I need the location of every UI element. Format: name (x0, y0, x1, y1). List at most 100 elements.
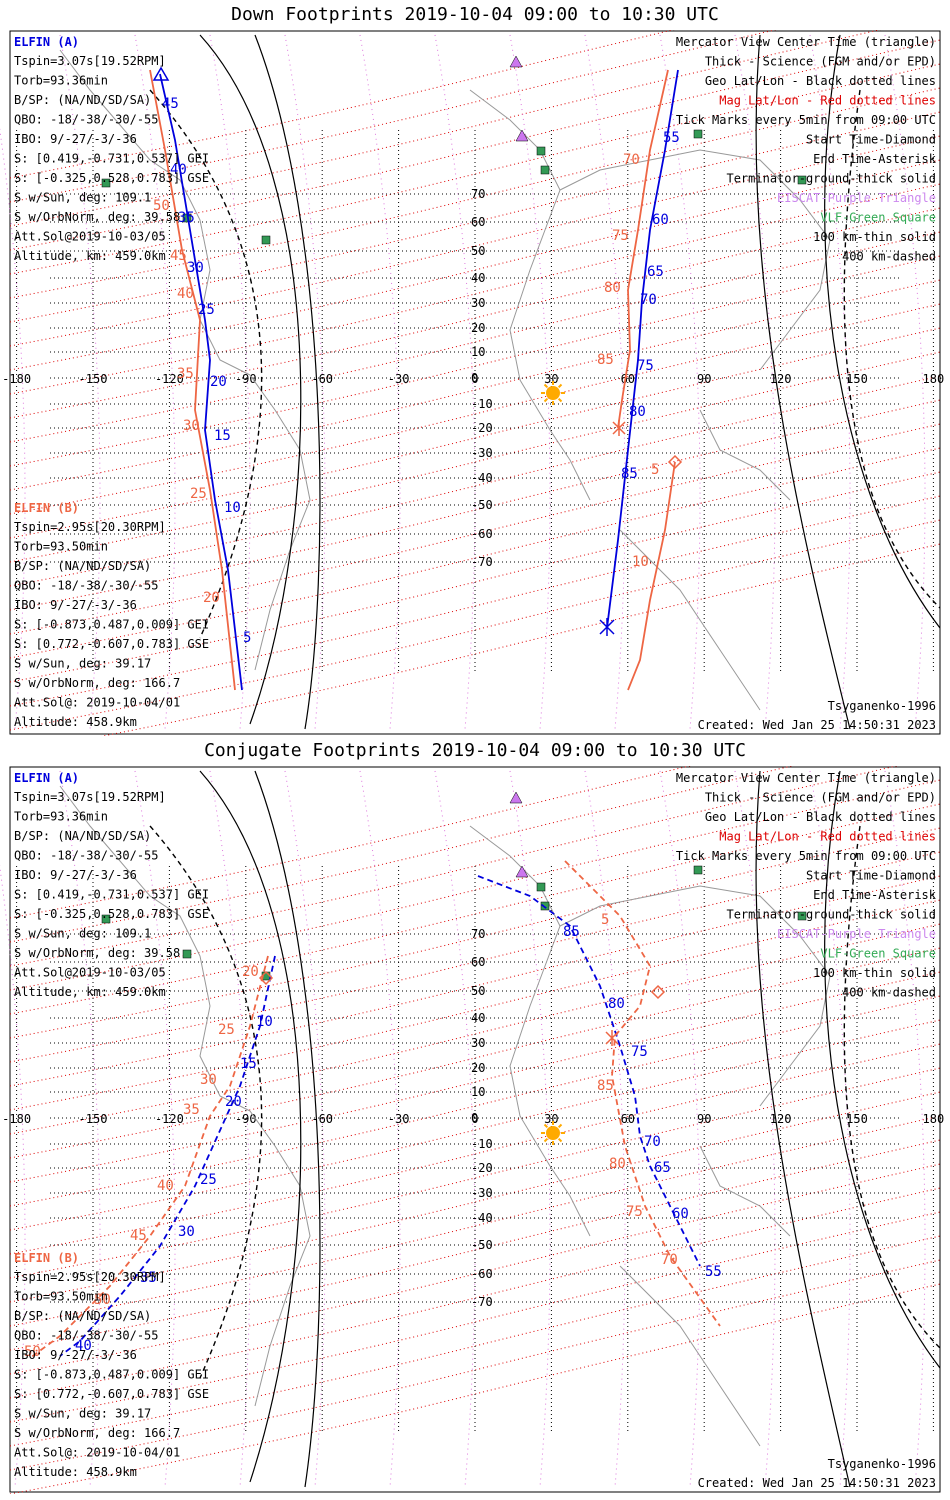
panel-title-conjugate: Conjugate Footprints 2019-10-04 09:00 to… (204, 740, 746, 761)
mag-lat-line (9, 471, 941, 683)
elfin-b-info-line: S: [0.772,-0.607,0.783] GSE (14, 1387, 209, 1401)
legend-entry: Mercator View Center Time (triangle) (676, 35, 936, 49)
elfin-b-info-line: S w/OrbNorm, deg: 166.7 (14, 676, 180, 690)
coastline (59, 785, 251, 1112)
elfin-b-header: ELFIN (B) (14, 501, 79, 515)
elfin-b-tick-label: 50 (94, 1292, 111, 1308)
elfin-a-tick-label: 80 (629, 404, 646, 420)
elfin-b-tick-label: 45 (170, 248, 187, 264)
elfin-a-tick-label: 35 (178, 210, 195, 226)
elfin-a-info-line: Tspin=3.07s[19.52RPM] (14, 790, 166, 804)
vlf-square-icon (693, 129, 703, 139)
coastline (619, 1265, 761, 1447)
coastline (469, 825, 591, 1237)
elfin-a-tick-label: 10 (256, 1014, 273, 1030)
map-frame (9, 766, 941, 1493)
elfin-b-tick-label: 50 (153, 198, 170, 214)
lon-tick-label: -90 (235, 1112, 257, 1126)
mag-lon-line (584, 770, 626, 1488)
elfin-a-info-line: Altitude, km: 459.0km (14, 249, 166, 263)
legend-entry: VLF-Green Square (820, 947, 936, 961)
vlf-square-icon (101, 914, 111, 924)
lat-tick-label: 30 (471, 296, 485, 310)
terminator-west-100km (254, 770, 321, 1488)
terminator-east (755, 34, 851, 730)
elfin-a-tick-label: 65 (647, 264, 664, 280)
elfin-b-end-asterisk-icon (605, 1030, 619, 1046)
elfin-b-tick-label: 85 (597, 1078, 614, 1094)
elfin-b-end-asterisk-icon (612, 420, 626, 436)
lat-tick-label: -60 (471, 527, 493, 541)
elfin-a-info-line: S: [0.419,-0.731,0.537] GEI (14, 888, 209, 902)
sun-ray (543, 397, 549, 403)
elfin-b-track-west (29, 955, 269, 1359)
elfin-a-info-line: Att.Sol@2019-10-03/05 (14, 230, 166, 244)
lat-tick-label: 70 (471, 927, 485, 941)
model-label: Tsyganenko-1996 (828, 699, 936, 713)
elfin-b-west-diamond-icon (258, 970, 274, 986)
mag-lon-line (0, 864, 26, 1488)
elfin-a-track-west (59, 955, 276, 1357)
elfin-a-tick-label: 20 (210, 374, 227, 390)
coastline (699, 409, 791, 501)
elfin-b-tick-label: 80 (609, 1156, 626, 1172)
elfin-a-tick-label: 25 (198, 302, 215, 318)
elfin-a-end-asterisk-icon (599, 618, 615, 636)
sun-icon (546, 1126, 560, 1140)
mag-lat-line (9, 971, 941, 1183)
eiscat-triangle-icon (509, 791, 523, 804)
elfin-b-tick-label: 10 (632, 554, 649, 570)
mag-lat-line (9, 135, 941, 347)
elfin-b-info-line: Torb=93.50min (14, 540, 108, 554)
vlf-square-icon (536, 882, 546, 892)
legend-entry: Tick Marks every 5min from 09:00 UTC (676, 113, 936, 127)
mag-lat-line (9, 947, 941, 1159)
elfin-a-header: ELFIN (A) (14, 771, 79, 785)
lon-tick-label: 0 (471, 372, 478, 386)
elfin-b-info-line: S: [-0.873,0.487,0.009] GEI (14, 1368, 209, 1382)
lat-tick-label: 10 (471, 345, 485, 359)
mag-lat-line (9, 375, 941, 587)
panel-title-down: Down Footprints 2019-10-04 09:00 to 10:3… (231, 4, 719, 25)
mag-lat-line (9, 447, 941, 659)
coastline (59, 49, 251, 376)
elfin-b-info-line: IBO: 9/-27/-3/-36 (14, 598, 137, 612)
mag-lat-line (9, 779, 941, 991)
lat-tick-label: -10 (471, 397, 493, 411)
elfin-b-tick-label: 35 (177, 366, 194, 382)
elfin-a-info-line: B/SP: (NA/ND/SD/SA) (14, 829, 151, 843)
lon-tick-label: -150 (79, 1112, 108, 1126)
elfin-a-center-time-triangle-icon (152, 66, 170, 81)
lat-tick-label: 20 (471, 1061, 485, 1075)
terminator-west (199, 34, 302, 725)
lat-tick-label: 70 (471, 187, 485, 201)
terminator-west-100km (254, 34, 321, 730)
lon-tick-label: 60 (621, 1112, 635, 1126)
elfin-a-info-line: Torb=93.36min (14, 74, 108, 88)
mag-lat-line (9, 995, 941, 1207)
elfin-a-tick-label: 15 (214, 428, 231, 444)
vlf-square-icon (261, 235, 271, 245)
legend-entry: Start Time-Diamond (806, 133, 936, 147)
mag-lat-line (9, 87, 941, 299)
mag-lat-line (9, 303, 941, 515)
elfin-b-info-line: Att.Sol@: 2019-10-04/01 (14, 696, 180, 710)
legend-entry: 100 km-thin solid (813, 966, 936, 980)
elfin-a-info-line: S: [-0.325,0.528,0.783] GSE (14, 171, 209, 185)
lat-tick-label: 10 (471, 1085, 485, 1099)
elfin-b-info-line: B/SP: (NA/ND/SD/SA) (14, 1309, 151, 1323)
elfin-b-info-line: Torb=93.50min (14, 1290, 108, 1304)
legend-entry: Thick - Science (FGM and/or EPD) (705, 791, 936, 805)
coastline (619, 529, 761, 711)
elfin-a-info-line: S: [0.419,-0.731,0.537] GEI (14, 152, 209, 166)
lon-tick-label: 90 (697, 372, 711, 386)
vlf-square-icon (693, 865, 703, 875)
elfin-b-tick-label: 5 (601, 912, 609, 928)
elfin-a-tick-label: 60 (672, 1206, 689, 1222)
eiscat-triangle-icon (509, 55, 523, 68)
mag-lon-line (809, 770, 851, 1488)
elfin-b-tick-label: 20 (203, 590, 220, 606)
mag-lat-line (9, 159, 941, 371)
mag-lat-line (9, 39, 941, 251)
legend-entry: 100 km-thin solid (813, 230, 936, 244)
